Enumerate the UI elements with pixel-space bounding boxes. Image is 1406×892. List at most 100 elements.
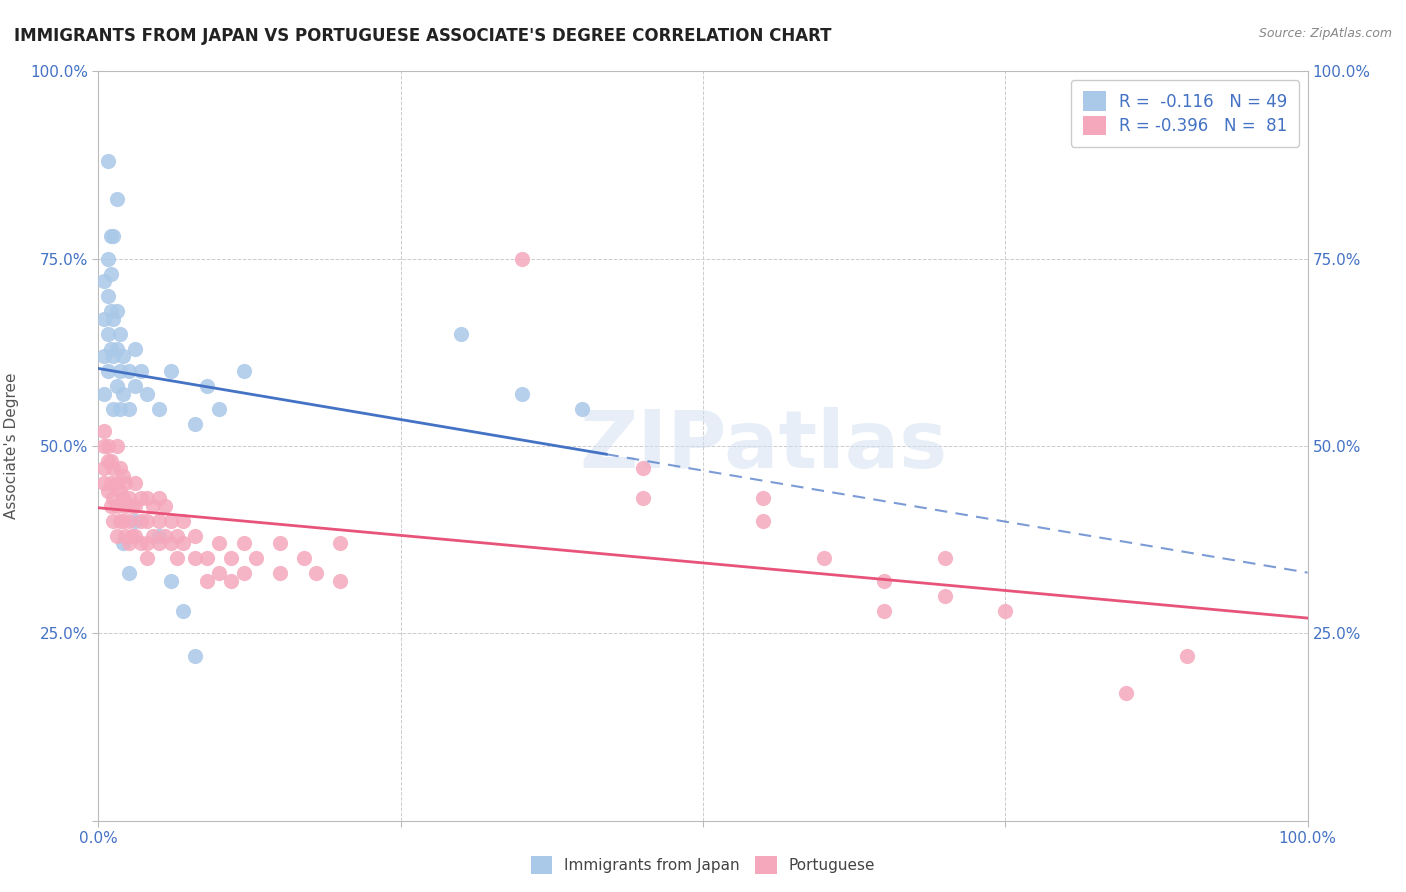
Point [124, 514, 146, 528]
Point [305, 566, 328, 581]
Point [148, 529, 170, 543]
Text: Source: ZipAtlas.com: Source: ZipAtlas.com [1258, 27, 1392, 40]
Point [245, 551, 267, 566]
Point [121, 499, 143, 513]
Point [184, 648, 207, 663]
Point [631, 461, 654, 475]
Point [97, 326, 120, 341]
Point [105, 476, 128, 491]
Point [93, 424, 115, 438]
Point [184, 551, 207, 566]
Point [114, 499, 136, 513]
Point [153, 499, 176, 513]
Point [269, 566, 291, 581]
Point [195, 574, 218, 588]
Point [1175, 648, 1198, 663]
Point [118, 514, 141, 528]
Point [101, 229, 124, 244]
Point [108, 461, 131, 475]
Point [208, 401, 231, 416]
Point [873, 574, 896, 588]
Point [129, 514, 152, 528]
Point [135, 491, 157, 506]
Point [172, 514, 194, 528]
Point [124, 529, 146, 543]
Point [160, 536, 183, 550]
Point [813, 551, 835, 566]
Point [100, 267, 122, 281]
Point [118, 536, 141, 550]
Point [129, 491, 152, 506]
Point [129, 536, 152, 550]
Point [208, 566, 231, 581]
Point [118, 491, 141, 506]
Point [93, 274, 115, 288]
Point [135, 536, 157, 550]
Point [129, 364, 152, 378]
Point [148, 514, 170, 528]
Point [97, 439, 120, 453]
Point [108, 326, 131, 341]
Point [142, 499, 165, 513]
Point [93, 461, 115, 475]
Point [873, 604, 896, 618]
Point [195, 551, 218, 566]
Point [184, 529, 207, 543]
Point [142, 529, 165, 543]
Point [101, 311, 124, 326]
Point [934, 589, 956, 603]
Point [108, 514, 131, 528]
Point [114, 529, 136, 543]
Point [752, 514, 775, 528]
Point [124, 342, 146, 356]
Point [172, 536, 194, 550]
Point [93, 311, 115, 326]
Point [118, 566, 141, 581]
Point [111, 536, 134, 550]
Point [93, 439, 115, 453]
Point [232, 536, 254, 550]
Point [100, 304, 122, 318]
Point [101, 461, 124, 475]
Point [160, 514, 183, 528]
Point [269, 536, 291, 550]
Point [135, 551, 157, 566]
Point [108, 364, 131, 378]
Point [111, 469, 134, 483]
Point [571, 401, 593, 416]
Point [105, 439, 128, 453]
Point [148, 401, 170, 416]
Point [100, 476, 122, 491]
Point [105, 499, 128, 513]
Point [105, 529, 128, 543]
Point [172, 604, 194, 618]
Point [111, 386, 134, 401]
Point [118, 401, 141, 416]
Point [232, 566, 254, 581]
Point [195, 379, 218, 393]
Point [160, 364, 183, 378]
Legend: Immigrants from Japan, Portuguese: Immigrants from Japan, Portuguese [524, 850, 882, 880]
Point [292, 551, 315, 566]
Point [135, 514, 157, 528]
Point [105, 192, 128, 206]
Y-axis label: Associate's Degree: Associate's Degree [4, 373, 18, 519]
Point [101, 401, 124, 416]
Point [101, 491, 124, 506]
Point [1115, 686, 1137, 700]
Point [221, 551, 243, 566]
Point [994, 604, 1017, 618]
Point [97, 454, 120, 468]
Point [93, 476, 115, 491]
Point [97, 364, 120, 378]
Point [100, 454, 122, 468]
Point [101, 349, 124, 363]
Point [221, 574, 243, 588]
Point [934, 551, 956, 566]
Point [111, 491, 134, 506]
Point [153, 529, 176, 543]
Point [148, 536, 170, 550]
Point [184, 417, 207, 431]
Point [166, 551, 188, 566]
Point [105, 342, 128, 356]
